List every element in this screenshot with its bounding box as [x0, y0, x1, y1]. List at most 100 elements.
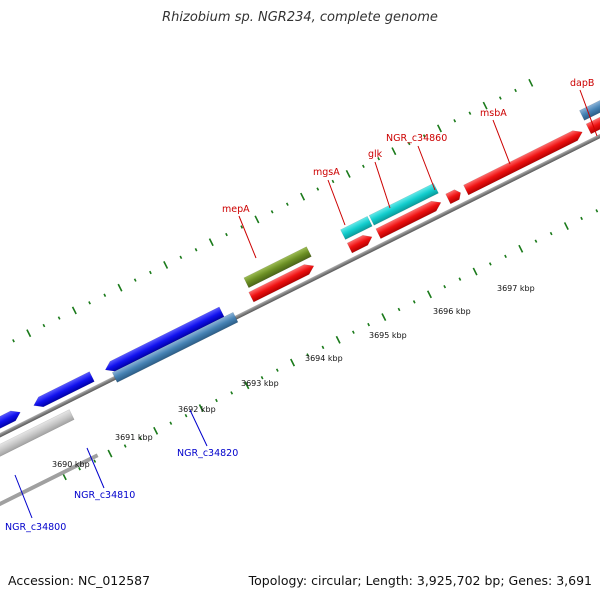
tick-mark: [377, 157, 381, 161]
tick-mark: [391, 147, 397, 156]
tick-mark: [153, 426, 159, 435]
tick-mark: [528, 78, 534, 87]
gene-label: NGR_c34820: [177, 448, 238, 459]
tick-mark: [107, 449, 113, 458]
tick-label: 3697 kbp: [497, 284, 535, 293]
gene-label: NGR_c34860: [386, 133, 447, 144]
tick-mark: [331, 179, 335, 184]
tick-mark: [482, 101, 488, 110]
tick-mark: [549, 231, 553, 236]
gene-label-leader: [374, 161, 391, 209]
tick-mark: [595, 209, 599, 213]
tick-mark: [458, 277, 462, 281]
tick-mark: [397, 307, 401, 312]
tick-mark: [198, 404, 204, 413]
tick-mark: [290, 358, 296, 367]
gene-label: glk: [368, 149, 383, 160]
tick-label: 3696 kbp: [433, 307, 471, 316]
tick-mark: [103, 293, 107, 297]
gene-label-leader: [14, 474, 33, 519]
gene-arrow: [111, 311, 239, 383]
tick-mark: [133, 278, 137, 282]
tick-mark: [163, 260, 169, 269]
tick-mark: [93, 459, 97, 463]
gene-arrow: [243, 246, 312, 289]
tick-mark: [275, 368, 279, 372]
gene-arrow: [33, 371, 95, 408]
gene-arrow: [375, 200, 442, 240]
tick-mark: [230, 391, 234, 395]
tick-mark: [316, 187, 320, 191]
tick-mark: [26, 329, 32, 338]
gene-label-leader: [327, 179, 346, 226]
gene-arrow: [340, 215, 373, 240]
gene-label: msbA: [480, 108, 507, 119]
gene-label-leader: [238, 215, 257, 259]
tick-mark: [244, 381, 250, 390]
tick-mark: [117, 283, 123, 292]
tick-mark: [300, 192, 306, 201]
tick-mark: [488, 262, 492, 266]
tick-mark: [422, 134, 426, 138]
tick-mark: [285, 202, 289, 206]
tick-mark: [169, 421, 173, 425]
tick-mark: [139, 436, 142, 441]
gene-label: NGR_c34800: [5, 522, 66, 533]
tick-mark: [472, 267, 478, 276]
genome-backbone: [0, 121, 600, 520]
outer-tick-ring: [12, 78, 534, 343]
tick-mark: [78, 467, 81, 471]
gene-label-leader: [189, 409, 208, 447]
tick-mark: [270, 210, 274, 214]
tick-label: 3693 kbp: [241, 379, 279, 388]
tick-mark: [254, 215, 260, 224]
tick-mark: [194, 248, 198, 252]
gene-label: dapB: [570, 78, 594, 89]
tick-mark: [518, 244, 524, 253]
tick-mark: [436, 124, 442, 133]
tick-mark: [306, 353, 310, 357]
gene-arrow: [248, 264, 315, 303]
gene-arrow: [445, 189, 461, 205]
tick-mark: [468, 111, 472, 115]
gene-arrow: [104, 306, 225, 372]
tick-mark: [352, 330, 355, 334]
tick-mark: [514, 88, 517, 93]
gene-arrow: [463, 130, 583, 196]
gene-arrow: [346, 235, 373, 254]
tick-mark: [12, 339, 15, 343]
gene-arrow: [0, 409, 75, 467]
gene-label: NGR_c34810: [74, 490, 135, 501]
tick-mark: [123, 444, 127, 448]
tick-mark: [498, 96, 502, 100]
tick-mark: [381, 313, 387, 321]
gene-features[interactable]: [0, 92, 600, 467]
tick-mark: [42, 323, 46, 328]
tick-label: 3694 kbp: [305, 354, 343, 363]
tick-mark: [215, 398, 218, 403]
tick-label: 3692 kbp: [178, 405, 216, 414]
tick-mark: [345, 169, 351, 178]
gene-arrow: [368, 182, 439, 226]
tick-mark: [184, 413, 188, 418]
gene-label-leader: [492, 119, 511, 165]
tick-mark: [57, 316, 61, 320]
tick-mark: [225, 232, 228, 237]
gene-label-leader: [86, 447, 105, 489]
tick-mark: [321, 345, 325, 350]
tick-mark: [453, 119, 457, 123]
gene-label: mepA: [222, 204, 250, 215]
tick-mark: [580, 216, 583, 221]
tick-mark: [71, 306, 77, 315]
tick-mark: [367, 322, 370, 327]
position-tick-labels: 3690 kbp 3691 kbp 3692 kbp 3693 kbp 3694 kbp…: [52, 284, 535, 469]
tick-mark: [240, 225, 244, 229]
gene-arrow: [0, 410, 21, 445]
tick-mark: [335, 335, 341, 344]
gene-arrow: [585, 109, 600, 135]
tick-mark: [407, 141, 411, 146]
tick-mark: [504, 254, 507, 259]
tick-mark: [88, 301, 91, 305]
topology-summary: Topology: circular; Length: 3,925,702 bp…: [248, 573, 592, 588]
